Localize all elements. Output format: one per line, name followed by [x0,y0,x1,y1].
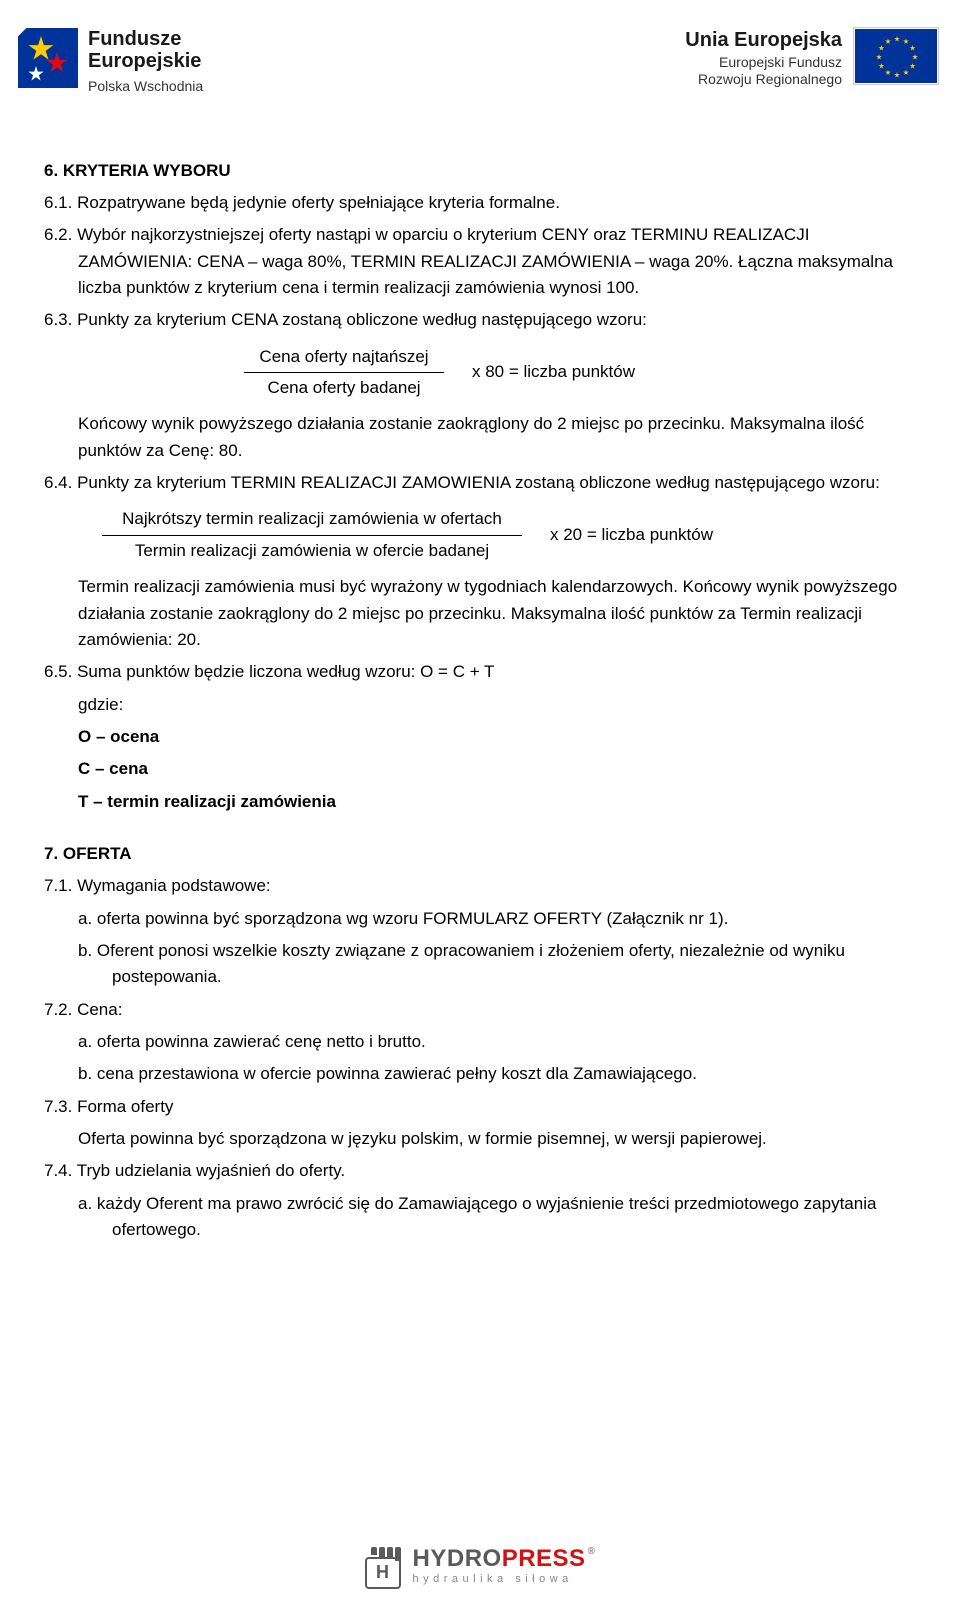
p6-5-t: T – termin realizacji zamówienia [44,789,928,815]
page-footer: H HYDROPRESS® hydraulika siłowa [0,1547,960,1589]
ue-logo-text: Unia Europejska Europejski Fundusz Rozwo… [685,28,842,88]
fe-logo-mark [18,28,78,88]
p7-3a: Oferta powinna być sporządzona w języku … [44,1126,928,1152]
hydropress-mark-letter: H [365,1557,401,1589]
fe-logo-text: Fundusze Europejskie Polska Wschodnia [88,28,203,98]
formula-termin-num: Najkrótszy termin realizacji zamówienia … [102,504,522,534]
p7-4a: a. każdy Oferent ma prawo zwrócić się do… [44,1191,928,1244]
p7-1a: a. oferta powinna być sporządzona wg wzo… [44,906,928,932]
formula-cena-eq: x 80 = liczba punktów [472,359,635,385]
p6-3: 6.3. Punkty za kryterium CENA zostaną ob… [44,307,928,333]
ue-line2: Europejski Fundusz [685,54,842,71]
p7-4: 7.4. Tryb udzielania wyjaśnień do oferty… [44,1158,928,1184]
hydropress-text: HYDROPRESS® hydraulika siłowa [413,1547,596,1588]
p6-5-where: gdzie: [44,692,928,718]
p6-2: 6.2. Wybór najkorzystniejszej oferty nas… [44,222,928,301]
p6-4b: Termin realizacji zamówienia musi być wy… [44,574,928,653]
fe-line2: Europejskie [88,50,203,72]
p7-2: 7.2. Cena: [44,997,928,1023]
formula-cena-den: Cena oferty badanej [244,373,444,403]
ue-line3: Rozwoju Regionalnego [685,71,842,88]
s7-title: 7. OFERTA [44,841,928,867]
eu-flag-icon [854,28,938,84]
formula-cena-fraction: Cena oferty najtańszej Cena oferty badan… [244,342,444,404]
formula-termin-den: Termin realizacji zamówienia w ofercie b… [102,536,522,566]
s6-title: 6. KRYTERIA WYBORU [44,158,928,184]
hydropress-logo: H HYDROPRESS® hydraulika siłowa [365,1547,596,1589]
hydropress-brand: HYDROPRESS® [413,1547,596,1571]
p6-5-c: C – cena [44,756,928,782]
formula-termin-fraction: Najkrótszy termin realizacji zamówienia … [102,504,522,566]
hydropress-mark-icon: H [365,1547,401,1589]
page-header: Fundusze Europejskie Polska Wschodnia Un… [18,28,938,98]
formula-termin: Najkrótszy termin realizacji zamówienia … [102,504,928,566]
p7-3: 7.3. Forma oferty [44,1094,928,1120]
p6-5: 6.5. Suma punktów będzie liczona według … [44,659,928,685]
section-6: 6. KRYTERIA WYBORU 6.1. Rozpatrywane będ… [44,158,928,815]
p7-2b: b. cena przestawiona w ofercie powinna z… [44,1061,928,1087]
section-7: 7. OFERTA 7.1. Wymagania podstawowe: a. … [44,841,928,1243]
formula-termin-eq: x 20 = liczba punktów [550,522,713,548]
formula-cena-num: Cena oferty najtańszej [244,342,444,372]
ue-logo: Unia Europejska Europejski Fundusz Rozwo… [685,28,938,88]
p7-1b: b. Oferent ponosi wszelkie koszty związa… [44,938,928,991]
hydropress-tagline: hydraulika siłowa [413,1571,596,1588]
p6-5-o: O – ocena [44,724,928,750]
fe-logo: Fundusze Europejskie Polska Wschodnia [18,28,203,98]
ue-line1: Unia Europejska [685,28,842,52]
p6-4: 6.4. Punkty za kryterium TERMIN REALIZAC… [44,470,928,496]
p6-3b: Końcowy wynik powyższego działania zosta… [44,411,928,464]
fe-line1: Fundusze [88,28,203,50]
p7-1: 7.1. Wymagania podstawowe: [44,873,928,899]
formula-cena: Cena oferty najtańszej Cena oferty badan… [244,342,928,404]
fe-line3: Polska Wschodnia [88,76,203,98]
p7-2a: a. oferta powinna zawierać cenę netto i … [44,1029,928,1055]
p6-1: 6.1. Rozpatrywane będą jedynie oferty sp… [44,190,928,216]
